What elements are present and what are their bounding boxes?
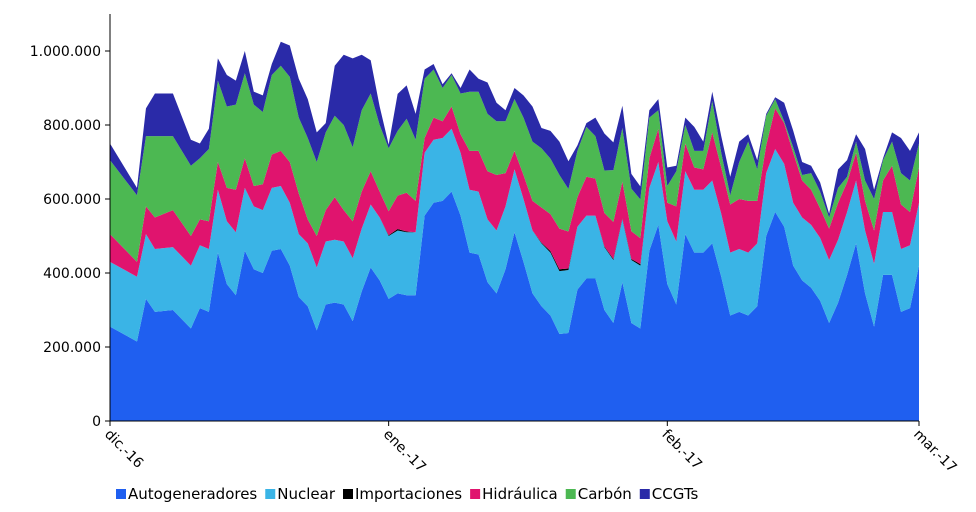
y-axis-ticks: 0 200.000 400.000 600.000 800.000 1.000.000 bbox=[30, 44, 110, 430]
area-series-group bbox=[110, 41, 919, 421]
legend-label: CCGTs bbox=[652, 485, 699, 503]
legend-swatch bbox=[565, 489, 576, 499]
legend-swatch bbox=[265, 489, 276, 499]
legend-label: Hidráulica bbox=[482, 485, 558, 503]
y-tick-label: 600.000 bbox=[43, 192, 101, 208]
y-tick-label: 800.000 bbox=[43, 118, 101, 134]
legend-label: Nuclear bbox=[277, 485, 336, 503]
legend-swatch bbox=[343, 489, 353, 499]
area-hidr-ulica bbox=[110, 106, 919, 277]
legend-swatch bbox=[639, 489, 650, 499]
x-tick-label: mar.-17 bbox=[910, 427, 960, 477]
x-tick-label: dic.-16 bbox=[101, 427, 146, 472]
y-tick-label: 1.000.000 bbox=[30, 44, 101, 60]
area-carb-n bbox=[110, 65, 919, 262]
legend-swatch bbox=[116, 489, 126, 499]
x-axis-ticks: dic.-16 ene.-17 feb.-17 mar.-17 bbox=[101, 421, 960, 476]
y-tick-label: 400.000 bbox=[43, 266, 101, 282]
legend-label: Importaciones bbox=[355, 485, 462, 503]
area-nuclear bbox=[110, 128, 919, 342]
legend-label: Autogeneradores bbox=[128, 485, 257, 503]
axes-group bbox=[109, 14, 919, 422]
x-tick-label: feb.-17 bbox=[658, 427, 704, 473]
legend-label: Carbón bbox=[578, 485, 632, 503]
legend: Autogeneradores Nuclear Importaciones Hidrá… bbox=[116, 485, 698, 503]
legend-swatch bbox=[470, 489, 481, 499]
y-tick-label: 0 bbox=[92, 414, 101, 430]
x-tick-label: ene.-17 bbox=[380, 427, 429, 476]
y-tick-label: 200.000 bbox=[43, 340, 101, 356]
area-autogeneradores bbox=[110, 191, 919, 421]
